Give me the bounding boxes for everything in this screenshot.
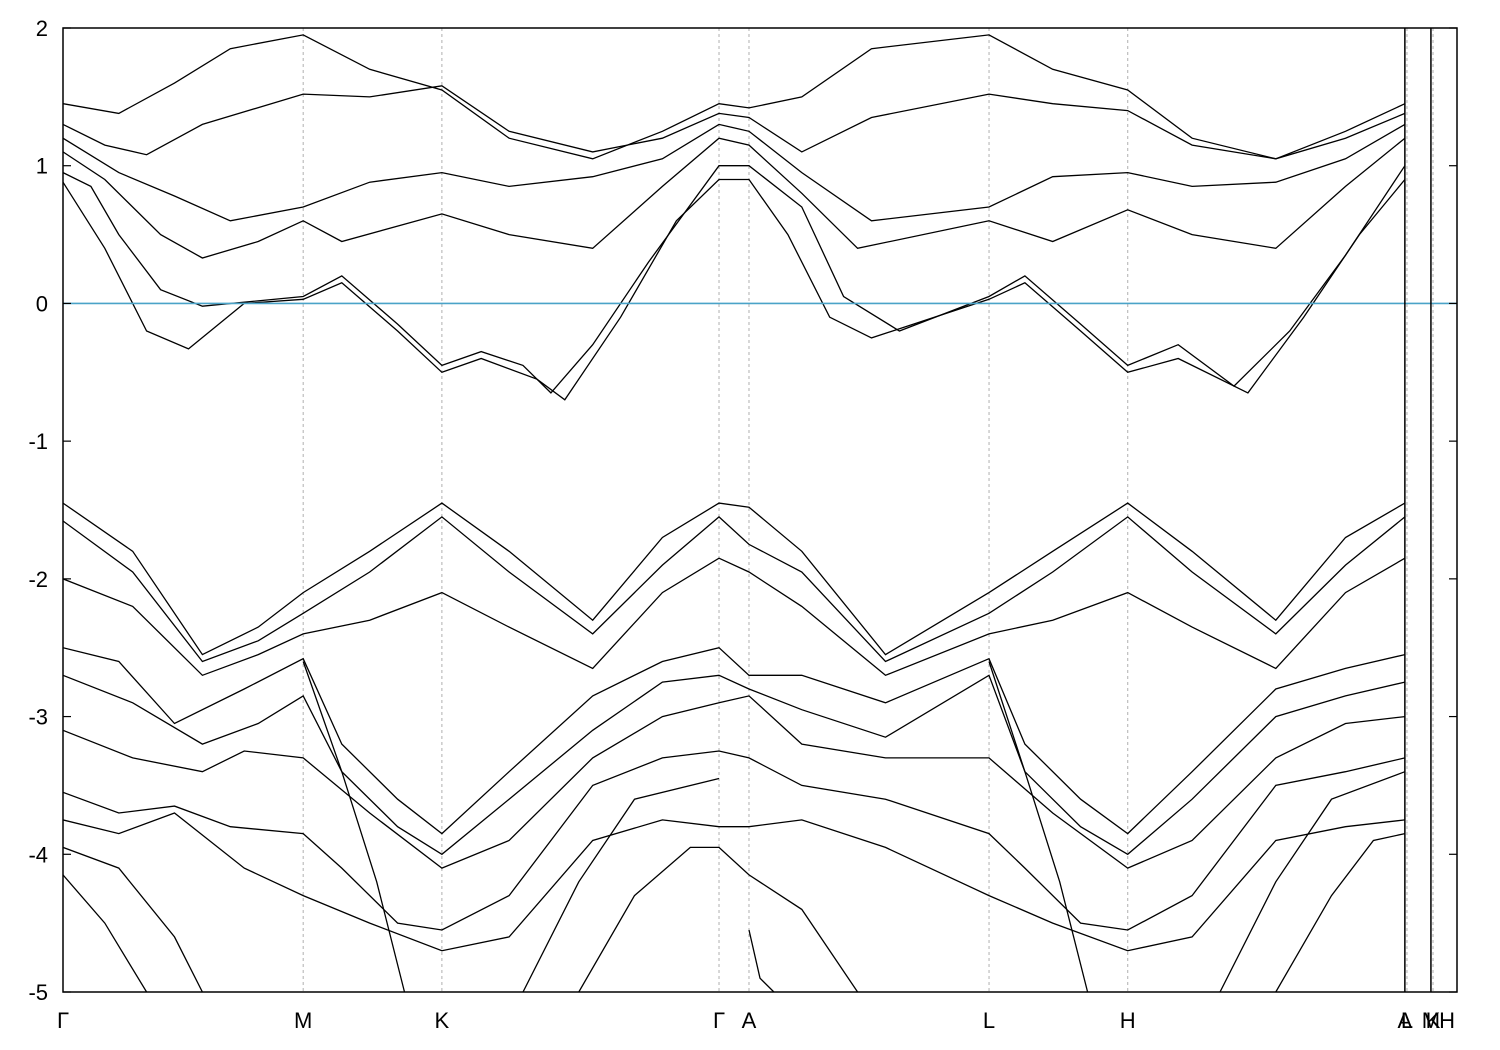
kpoint-label-1: M bbox=[294, 1008, 312, 1033]
band-series-4 bbox=[63, 165, 1406, 394]
band-series-16 bbox=[302, 661, 406, 992]
band-series-19 bbox=[748, 929, 775, 992]
band-series-15 bbox=[63, 874, 148, 992]
band-series-11 bbox=[63, 695, 1405, 869]
band-series-20 bbox=[988, 661, 1089, 992]
kpoint-label-6: H bbox=[1120, 1008, 1136, 1033]
plot-frame bbox=[62, 27, 1458, 993]
band-series-18 bbox=[578, 846, 859, 992]
y-tick-label: -3 bbox=[28, 705, 48, 730]
y-tick-label: 2 bbox=[36, 16, 48, 41]
band-series-1 bbox=[63, 85, 1406, 160]
y-tick-label: -1 bbox=[28, 429, 48, 454]
band-series-10 bbox=[63, 674, 1406, 856]
kpoint-label-11: H bbox=[1439, 1008, 1455, 1033]
kpoint-label-0: Γ bbox=[57, 1008, 69, 1033]
band-lines bbox=[63, 34, 1406, 992]
y-axis-ticks: -5 -4 -3 -2 -1 0 1 2 bbox=[28, 16, 1457, 1005]
band-series-21 bbox=[1219, 771, 1406, 992]
kpoint-label-9: M bbox=[1422, 1008, 1440, 1033]
y-tick-label: 1 bbox=[36, 154, 48, 179]
kpoint-label-8: L bbox=[1401, 1008, 1413, 1033]
band-series-14 bbox=[63, 846, 203, 992]
y-tick-label: -2 bbox=[28, 567, 48, 592]
kpoint-label-3: Γ bbox=[713, 1008, 725, 1033]
band-series-7 bbox=[63, 516, 1406, 663]
band-series-0 bbox=[63, 34, 1406, 160]
band-series-9 bbox=[63, 646, 1406, 835]
high-symmetry-lines bbox=[302, 28, 1434, 992]
kpoint-label-7: A bbox=[1398, 1008, 1413, 1033]
y-tick-label: -5 bbox=[28, 980, 48, 1005]
kpoint-label-5: L bbox=[983, 1008, 995, 1033]
band-series-17 bbox=[522, 777, 720, 992]
band-series-5 bbox=[63, 178, 1406, 401]
band-series-2 bbox=[63, 123, 1406, 222]
band-series-3 bbox=[63, 137, 1406, 259]
kpoint-label-2: K bbox=[435, 1008, 450, 1033]
kpoint-label-4: A bbox=[742, 1008, 757, 1033]
y-tick-label: -4 bbox=[28, 842, 48, 867]
y-tick-label: 0 bbox=[36, 291, 48, 316]
kpoint-label-10: K bbox=[1426, 1008, 1441, 1033]
band-series-22 bbox=[1275, 832, 1406, 992]
band-series-13 bbox=[63, 812, 1405, 952]
band-series-6 bbox=[63, 502, 1406, 656]
panel-separators bbox=[1404, 28, 1432, 992]
band-series-12 bbox=[63, 750, 1406, 931]
band-series-8 bbox=[63, 557, 1406, 677]
x-axis-kpoint-labels: Γ M K Γ A L H AL MKH bbox=[57, 1008, 1455, 1033]
